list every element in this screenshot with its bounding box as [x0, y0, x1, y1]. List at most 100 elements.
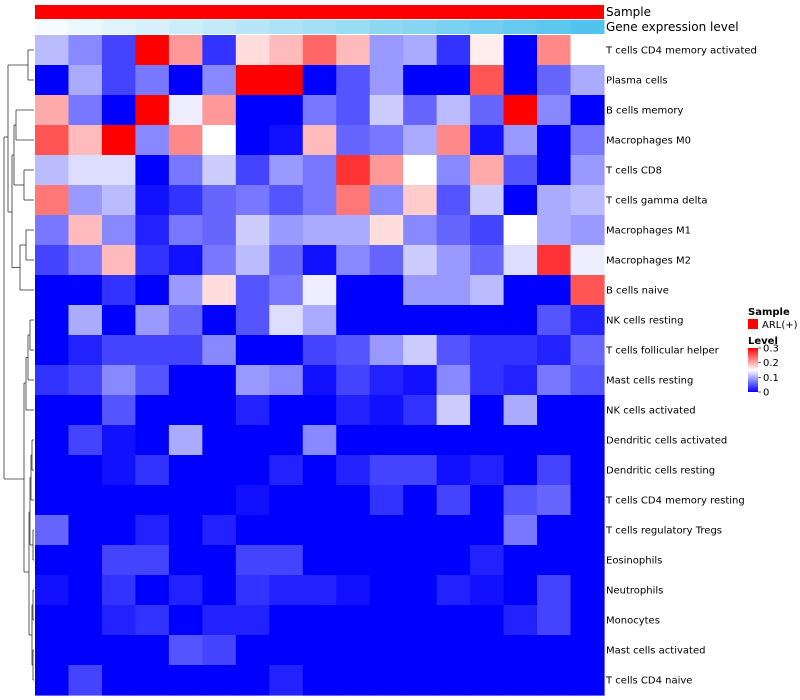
heatmap-cell [68, 425, 103, 456]
heatmap-cell [68, 485, 103, 516]
heatmap-cell [269, 395, 304, 426]
annotation-cell-gene-expression [202, 20, 237, 34]
heatmap-cell [403, 125, 438, 156]
heatmap-cell [168, 575, 203, 606]
heatmap-cell [570, 335, 605, 366]
heatmap-cell [235, 275, 270, 306]
heatmap-cell [235, 515, 270, 546]
heatmap-cell [235, 335, 270, 366]
legend-sample-swatch [748, 319, 758, 329]
heatmap-cell [68, 245, 103, 276]
heatmap-cell [168, 35, 203, 66]
heatmap-cell [202, 605, 237, 636]
heatmap-cell [302, 65, 337, 96]
heatmap-cell [235, 545, 270, 576]
heatmap-cell [503, 155, 538, 186]
heatmap-cell [570, 635, 605, 666]
legend-level-tick-label: 0.3 [763, 344, 779, 355]
heatmap-cell [302, 635, 337, 666]
heatmap-cell [436, 575, 471, 606]
heatmap-cell [503, 455, 538, 486]
heatmap-cell [168, 455, 203, 486]
heatmap-cell [336, 95, 371, 126]
heatmap-cell [503, 395, 538, 426]
heatmap-cell [537, 35, 572, 66]
heatmap-cell [336, 575, 371, 606]
heatmap-cell [336, 515, 371, 546]
heatmap-cell [570, 125, 605, 156]
heatmap-cell [537, 245, 572, 276]
heatmap-cell [235, 95, 270, 126]
heatmap-cell [369, 185, 404, 216]
heatmap-cell [101, 95, 137, 126]
heatmap-cell [168, 275, 203, 306]
heatmap-cell [101, 35, 137, 66]
heatmap-cell [403, 95, 438, 126]
heatmap-cell [202, 185, 237, 216]
heatmap-cell [537, 455, 572, 486]
heatmap-cell [369, 215, 404, 246]
heatmap-cell [168, 65, 203, 96]
heatmap-cell [403, 455, 438, 486]
heatmap-cell [202, 35, 237, 66]
heatmap-cell [570, 215, 605, 246]
heatmap-cell [470, 305, 505, 336]
heatmap-cell [570, 365, 605, 396]
heatmap-cell [369, 545, 404, 576]
heatmap-cell [235, 365, 270, 396]
annotation-label-gene-expression: Gene expression level [606, 20, 739, 34]
heatmap-cell [235, 455, 270, 486]
heatmap-cell [470, 635, 505, 666]
heatmap-cell [403, 635, 438, 666]
heatmap-cell [68, 635, 103, 666]
heatmap-cell [570, 545, 605, 576]
heatmap-cell [35, 665, 70, 696]
heatmap-cell [302, 455, 337, 486]
heatmap-cell [135, 335, 170, 366]
heatmap-cell [101, 485, 137, 516]
legend-level-colorbar [748, 348, 758, 392]
heatmap-cell [470, 185, 505, 216]
heatmap-cell [269, 305, 304, 336]
heatmap-cell [369, 455, 404, 486]
heatmap-cell [68, 305, 103, 336]
heatmap-cell [101, 185, 137, 216]
heatmap-cell [68, 275, 103, 306]
heatmap-cell [302, 155, 337, 186]
heatmap-cell [35, 185, 70, 216]
annotation-cell-gene-expression [570, 20, 605, 34]
legend: Sample ARL(+) Level 0.3 0.2 0.1 0 [748, 307, 798, 399]
heatmap-cell [537, 365, 572, 396]
annotation-cell-gene-expression [135, 20, 170, 34]
heatmap-cell [436, 185, 471, 216]
heatmap-cell [135, 515, 170, 546]
heatmap-cell [101, 665, 137, 696]
heatmap-cell [235, 575, 270, 606]
heatmap-cell [168, 545, 203, 576]
heatmap-cell [101, 65, 137, 96]
heatmap-cell [35, 425, 70, 456]
heatmap-cell [436, 35, 471, 66]
heatmap-cell [168, 485, 203, 516]
heatmap-cell [336, 635, 371, 666]
heatmap-cell [403, 395, 438, 426]
legend-level-tick-label: 0.1 [763, 373, 779, 384]
annotation-label-sample: Sample [606, 5, 651, 19]
heatmap-cell [369, 665, 404, 696]
heatmap-cell [436, 605, 471, 636]
heatmap-cell [302, 485, 337, 516]
heatmap-cell [68, 185, 103, 216]
heatmap-cell [269, 605, 304, 636]
heatmap-cell [135, 365, 170, 396]
heatmap-cell [202, 665, 237, 696]
annotation-cell-gene-expression [336, 20, 371, 34]
annotation-cell-gene-expression [403, 20, 438, 34]
heatmap-cell [470, 95, 505, 126]
heatmap-cell [302, 305, 337, 336]
heatmap-cell [269, 215, 304, 246]
heatmap-cell [202, 305, 237, 336]
heatmap-cell [302, 215, 337, 246]
row-label: Eosinophils [606, 556, 662, 567]
heatmap-cell [68, 65, 103, 96]
heatmap-cells [35, 35, 605, 696]
